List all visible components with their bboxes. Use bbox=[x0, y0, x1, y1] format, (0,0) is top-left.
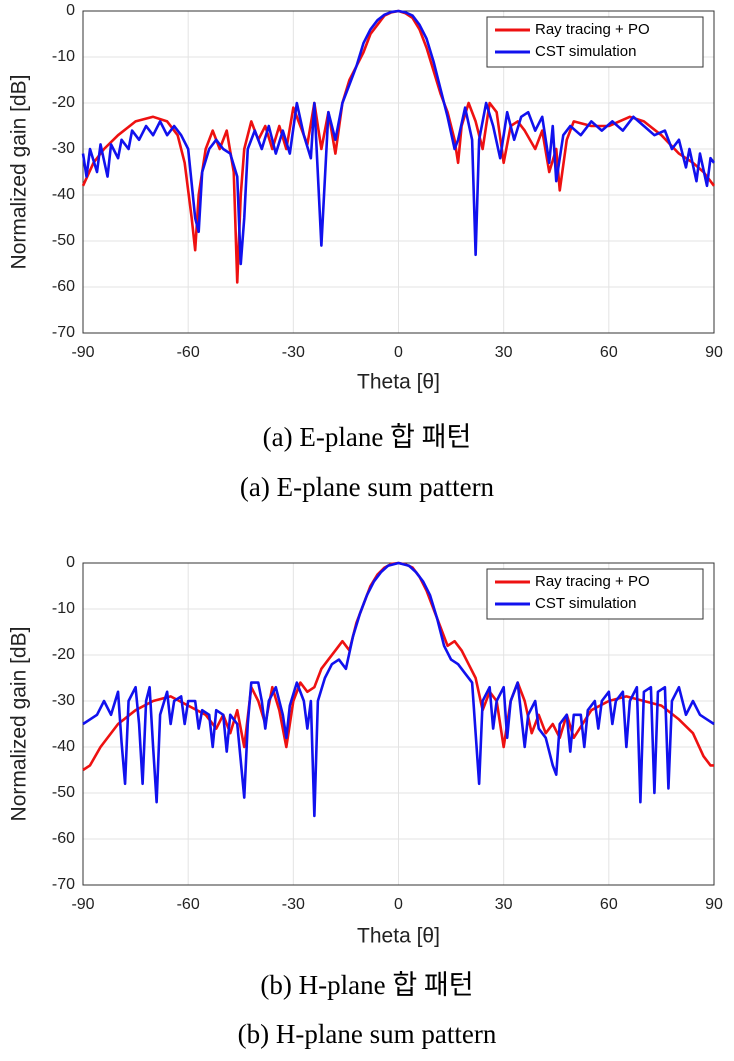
y-tick-label: -50 bbox=[52, 784, 75, 801]
legend-box bbox=[486, 568, 704, 620]
data-line bbox=[81, 9, 716, 266]
caption: (b) H-plane sum pattern bbox=[238, 1019, 497, 1049]
x-tick-label: 60 bbox=[600, 344, 618, 361]
x-tick-label: 0 bbox=[394, 896, 403, 913]
x-tick-label: -90 bbox=[71, 344, 94, 361]
y-axis-label: Normalized gain [dB] bbox=[8, 627, 31, 822]
y-tick-label: -70 bbox=[52, 324, 75, 341]
y-tick-label: -10 bbox=[52, 600, 75, 617]
x-tick-label: -30 bbox=[282, 896, 305, 913]
legend-label: CST simulation bbox=[535, 595, 636, 612]
y-tick-label: -20 bbox=[52, 646, 75, 663]
x-tick-label: -60 bbox=[177, 896, 200, 913]
legend-label: Ray tracing + PO bbox=[535, 573, 650, 590]
caption: (a) E-plane 합 패턴 bbox=[263, 422, 472, 452]
x-tick-label: -90 bbox=[71, 896, 94, 913]
y-tick-label: -50 bbox=[52, 232, 75, 249]
y-tick-label: -30 bbox=[52, 692, 75, 709]
y-tick-label: -20 bbox=[52, 94, 75, 111]
y-tick-label: 0 bbox=[66, 2, 75, 19]
data-line bbox=[82, 561, 715, 818]
y-tick-label: 0 bbox=[66, 554, 75, 571]
chart: -90 -60 -30 0 30 60 90 -70 -60 -50 -40 -30 -20 -10 0 Ra… bbox=[8, 2, 723, 502]
x-tick-label: 90 bbox=[705, 344, 723, 361]
y-tick-label: -30 bbox=[52, 140, 75, 157]
chart: -90 -60 -30 0 30 60 90 -70 -60 -50 -40 -30 -20 -10 0 Ra… bbox=[8, 554, 723, 1049]
x-tick-label: 30 bbox=[495, 344, 513, 361]
y-tick-label: -40 bbox=[52, 186, 75, 203]
y-tick-label: -70 bbox=[52, 876, 75, 893]
caption: (a) E-plane sum pattern bbox=[240, 472, 495, 502]
x-tick-label: -60 bbox=[177, 344, 200, 361]
x-tick-label: 60 bbox=[600, 896, 618, 913]
x-tick-label: 0 bbox=[394, 344, 403, 361]
y-axis-label: Normalized gain [dB] bbox=[8, 75, 31, 270]
y-tick-label: -40 bbox=[52, 738, 75, 755]
legend-label: Ray tracing + PO bbox=[535, 21, 650, 38]
y-tick-label: -10 bbox=[52, 48, 75, 65]
x-tick-label: -30 bbox=[282, 344, 305, 361]
legend-label: CST simulation bbox=[535, 43, 636, 60]
x-tick-label: 30 bbox=[495, 896, 513, 913]
y-tick-label: -60 bbox=[52, 278, 75, 295]
data-line bbox=[81, 9, 716, 284]
x-axis-label: Theta [θ] bbox=[357, 925, 440, 948]
caption: (b) H-plane 합 패턴 bbox=[260, 970, 473, 1000]
y-tick-label: -60 bbox=[52, 830, 75, 847]
x-axis-label: Theta [θ] bbox=[357, 371, 440, 394]
legend-box bbox=[486, 16, 704, 68]
x-tick-label: 90 bbox=[705, 896, 723, 913]
